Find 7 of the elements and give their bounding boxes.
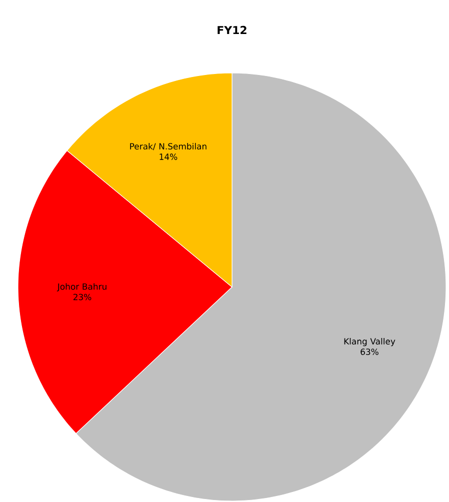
slice-label: Perak/ N.Sembilan xyxy=(130,142,206,150)
data-label: 14% xyxy=(160,154,178,160)
chart-title: FY12 xyxy=(218,26,246,34)
slice-label: Johor Bahru xyxy=(56,283,106,292)
slice-label: Klang Valley xyxy=(344,338,396,346)
data-label: 63% xyxy=(360,348,378,355)
data-label: 23% xyxy=(73,294,92,300)
